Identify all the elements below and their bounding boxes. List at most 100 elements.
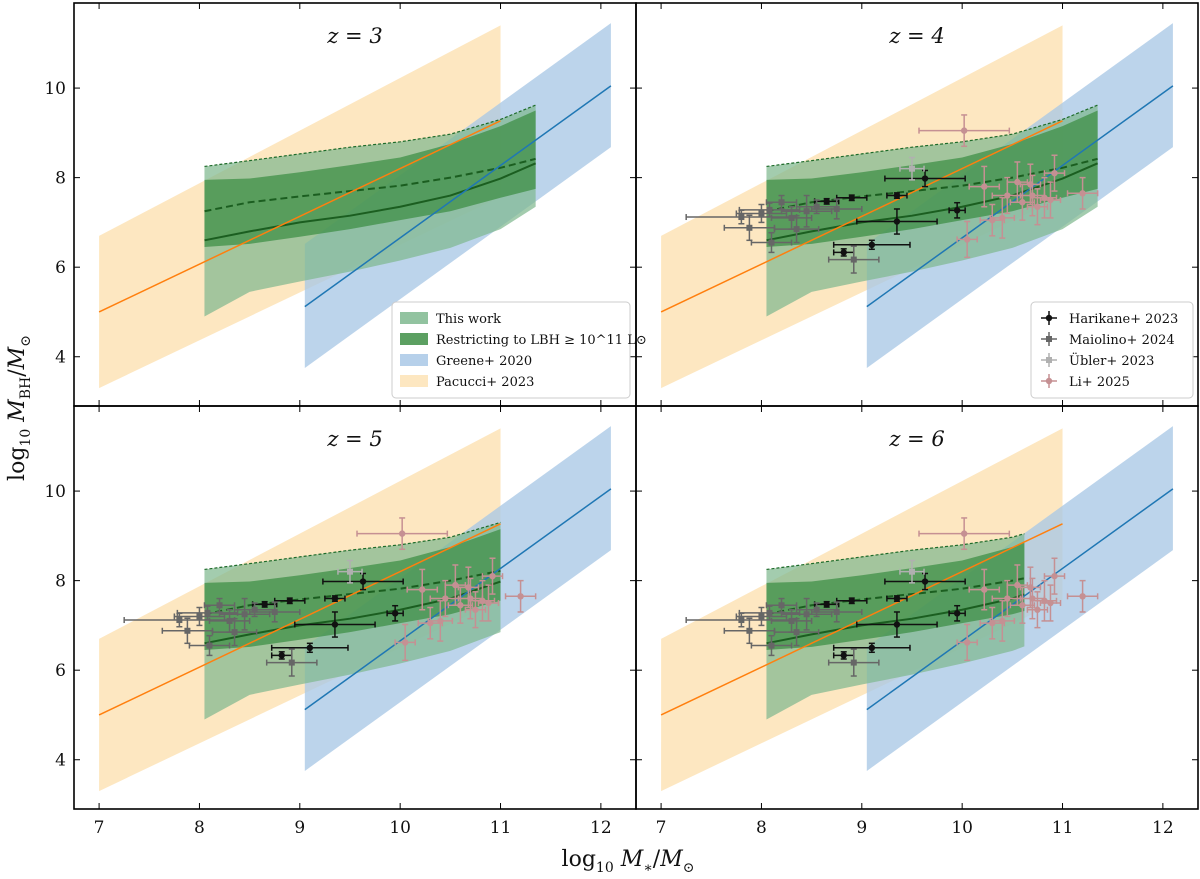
data-point: [768, 239, 775, 246]
data-point: [346, 568, 353, 575]
legend-swatch: [400, 354, 428, 366]
data-point: [1051, 169, 1058, 177]
data-point: [184, 627, 191, 634]
x-tick-label: 12: [1152, 818, 1174, 838]
data-point: [286, 597, 293, 604]
data-point: [427, 619, 434, 627]
x-tick-label: 9: [856, 818, 867, 838]
data-point: [813, 606, 820, 613]
data-point: [746, 627, 753, 634]
legend-marker: [1046, 336, 1052, 342]
data-point: [489, 572, 496, 580]
data-point: [758, 613, 765, 620]
panel-z4: z = 4 Harikane+ 2023 Maiolino+ 2024 Übler+ …: [635, 2, 1199, 407]
obs-group--bler-2023: [899, 156, 925, 181]
obs-group-maiolino-2024: [123, 597, 318, 677]
data-point: [989, 216, 996, 224]
legend-swatch: [400, 333, 428, 345]
y-tick-label: 10: [44, 79, 66, 99]
y-tick-label: 10: [44, 482, 66, 502]
obs-group--bler-2023: [337, 559, 363, 584]
y-tick-label: 8: [55, 572, 66, 592]
data-point: [1051, 572, 1058, 580]
data-point: [893, 218, 901, 225]
panel-plot-area-z5: [98, 426, 612, 792]
pacucci-line: [660, 523, 1063, 716]
obs-group-maiolino-2024: [685, 194, 880, 274]
data-point: [206, 642, 213, 649]
data-point: [908, 165, 915, 172]
this-work-median-line: [204, 569, 501, 616]
data-point: [803, 611, 810, 618]
data-point: [778, 199, 785, 206]
panel-z6: 7 8 9 10 11 12 z = 6: [635, 405, 1199, 838]
panel-plot-area-z3: [98, 23, 612, 389]
data-point: [517, 593, 524, 600]
data-point: [788, 214, 795, 221]
legend-label: This work: [436, 312, 501, 327]
panel-title: z = 6: [888, 427, 944, 451]
data-point: [766, 609, 773, 616]
y-tick-label: 6: [55, 258, 66, 278]
this-work-upper-edge: [204, 521, 501, 571]
data-point: [1019, 602, 1026, 609]
panel-title: z = 4: [888, 24, 944, 48]
data-point: [823, 198, 830, 205]
data-point: [848, 194, 855, 201]
x-label-substar: ∗: [643, 860, 653, 876]
data-point: [452, 581, 459, 589]
data-point: [788, 617, 795, 624]
data-point: [196, 613, 203, 620]
data-point: [746, 224, 753, 231]
y-tick-label: 8: [55, 169, 66, 189]
x-label-m: M: [614, 847, 644, 872]
x-tick-label: 10: [951, 818, 973, 838]
legend-label: Greene+ 2020: [436, 354, 532, 369]
this-work-upper-edge: [204, 104, 536, 168]
data-point: [457, 602, 464, 609]
obs-group-li-2025: [356, 517, 537, 662]
data-point: [963, 639, 971, 646]
data-point: [278, 652, 285, 659]
data-point: [823, 601, 830, 608]
legend-label: Li+ 2025: [1069, 375, 1130, 390]
data-point: [981, 183, 988, 190]
data-point: [398, 530, 406, 537]
data-point: [893, 621, 901, 628]
data-point: [921, 175, 929, 182]
panel-title: z = 3: [326, 24, 382, 48]
data-point: [216, 602, 223, 609]
x-tick-label: 8: [194, 818, 205, 838]
y-tick-label: 4: [55, 751, 66, 771]
x-tick-label: 9: [294, 818, 305, 838]
data-point: [833, 205, 840, 212]
legend-observations: Harikane+ 2023 Maiolino+ 2024 Übler+ 2023 L…: [1030, 301, 1194, 399]
legend-box: [391, 301, 631, 399]
legend-label: Pacucci+ 2023: [436, 375, 534, 390]
data-point: [758, 210, 765, 217]
data-point: [921, 578, 929, 585]
data-point: [840, 652, 847, 659]
obs-group-maiolino-2024: [685, 597, 880, 677]
y-label-slash: /: [5, 369, 30, 377]
panel-frame: [635, 405, 1199, 810]
data-point: [231, 629, 238, 636]
data-point: [960, 530, 968, 537]
y-label-m: M: [5, 399, 30, 429]
obs-group--bler-2023: [899, 559, 925, 584]
this-work-median-line: [204, 157, 536, 213]
data-point: [1014, 178, 1021, 186]
data-point: [331, 595, 339, 602]
data-point: [288, 659, 295, 666]
restricted-median-line: [204, 162, 537, 242]
data-point: [1014, 581, 1021, 589]
data-point: [963, 236, 971, 243]
data-point: [953, 610, 961, 617]
obs-group-li-2025: [918, 517, 1099, 662]
x-label-slash: /: [653, 847, 661, 872]
data-point: [442, 595, 449, 602]
data-point: [1019, 199, 1026, 206]
data-point: [850, 256, 857, 263]
x-label-msun: M: [659, 847, 683, 872]
